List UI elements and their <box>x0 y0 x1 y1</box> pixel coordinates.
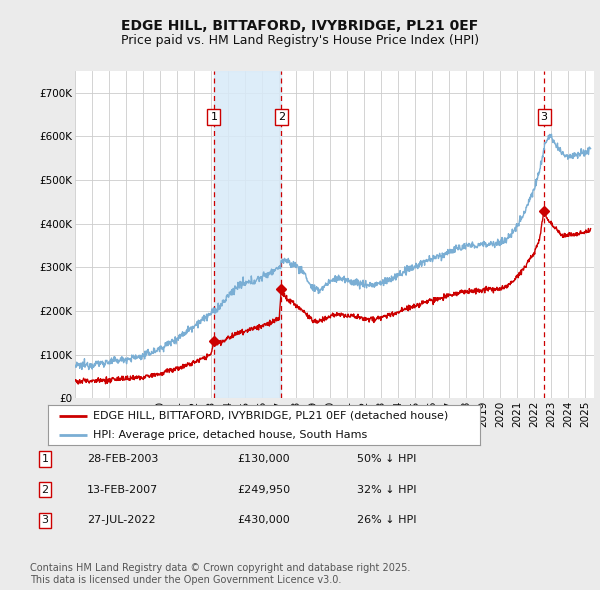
Text: £249,950: £249,950 <box>237 485 290 494</box>
Text: 2: 2 <box>41 485 49 494</box>
Text: £430,000: £430,000 <box>237 516 290 525</box>
Text: 27-JUL-2022: 27-JUL-2022 <box>87 516 155 525</box>
Text: 2: 2 <box>278 112 285 122</box>
Text: 1: 1 <box>211 112 217 122</box>
Text: EDGE HILL, BITTAFORD, IVYBRIDGE, PL21 0EF (detached house): EDGE HILL, BITTAFORD, IVYBRIDGE, PL21 0E… <box>94 411 449 421</box>
Text: 32% ↓ HPI: 32% ↓ HPI <box>357 485 416 494</box>
Text: This data is licensed under the Open Government Licence v3.0.: This data is licensed under the Open Gov… <box>30 575 341 585</box>
Text: 3: 3 <box>41 516 49 525</box>
Text: 1: 1 <box>41 454 49 464</box>
Text: EDGE HILL, BITTAFORD, IVYBRIDGE, PL21 0EF: EDGE HILL, BITTAFORD, IVYBRIDGE, PL21 0E… <box>121 19 479 33</box>
Text: Contains HM Land Registry data © Crown copyright and database right 2025.: Contains HM Land Registry data © Crown c… <box>30 563 410 573</box>
Text: 28-FEB-2003: 28-FEB-2003 <box>87 454 158 464</box>
Text: Price paid vs. HM Land Registry's House Price Index (HPI): Price paid vs. HM Land Registry's House … <box>121 34 479 47</box>
Text: HPI: Average price, detached house, South Hams: HPI: Average price, detached house, Sout… <box>94 430 368 440</box>
Text: 50% ↓ HPI: 50% ↓ HPI <box>357 454 416 464</box>
Text: 26% ↓ HPI: 26% ↓ HPI <box>357 516 416 525</box>
Text: 3: 3 <box>541 112 548 122</box>
Text: 13-FEB-2007: 13-FEB-2007 <box>87 485 158 494</box>
Bar <box>214 71 281 398</box>
Text: £130,000: £130,000 <box>237 454 290 464</box>
